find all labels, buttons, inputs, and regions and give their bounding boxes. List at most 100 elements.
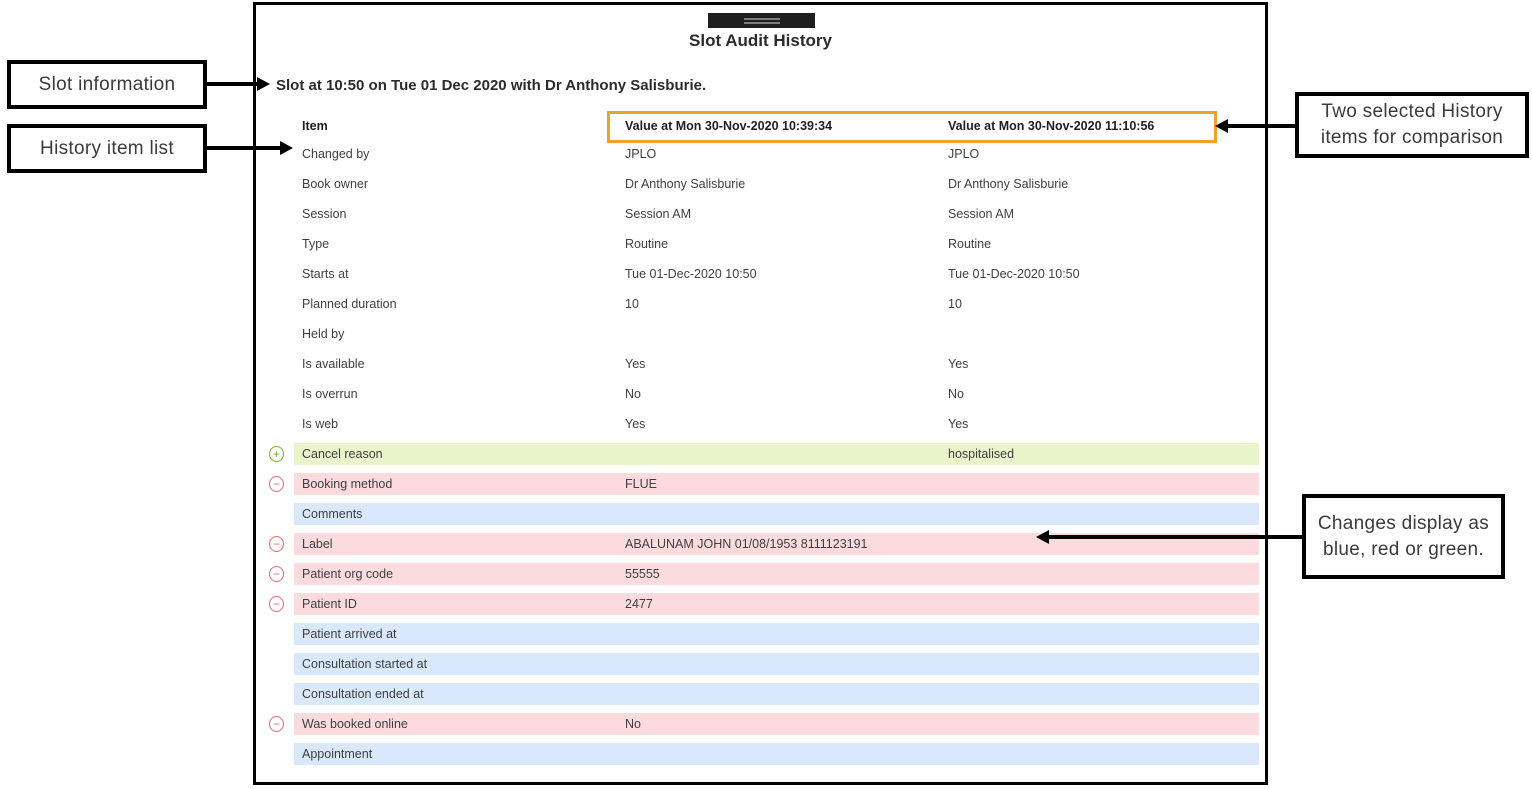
row-value-1: FLUE — [625, 477, 657, 491]
row-strip-none: Changed by JPLO JPLO — [294, 143, 1259, 165]
row-strip-none: Held by — [294, 323, 1259, 345]
row-value-1: 2477 — [625, 597, 653, 611]
row-item-label: Label — [302, 537, 333, 551]
callout-slot-information: Slot information — [7, 60, 207, 109]
column-header-item: Item — [302, 119, 328, 133]
row-value-2: Routine — [948, 237, 992, 251]
callout-changes: Changes display as blue, red or green. — [1302, 494, 1505, 579]
row-value-1: Session AM — [625, 207, 692, 221]
row-value-2: hospitalised — [948, 447, 1015, 461]
table-row: Starts at Tue 01-Dec-2020 10:50 Tue 01-Dec… — [256, 259, 1260, 289]
row-status-cell — [256, 319, 294, 349]
column-header-value-2[interactable]: Value at Mon 30-Nov-2020 11:10:56 — [948, 119, 1155, 133]
callout-history-item-list: History item list — [7, 124, 207, 173]
row-status-cell — [256, 679, 294, 709]
row-status-cell: − — [256, 559, 294, 589]
row-value-1: 10 — [625, 297, 639, 311]
row-status-cell — [256, 499, 294, 529]
row-item-label: Planned duration — [302, 297, 397, 311]
row-value-2: Dr Anthony Salisburie — [948, 177, 1069, 191]
table-row: + Cancel reason hospitalised — [256, 439, 1260, 469]
row-strip-removed: Was booked online No — [294, 713, 1259, 735]
row-value-2: Yes — [948, 417, 969, 431]
row-strip-removed: Booking method FLUE — [294, 473, 1259, 495]
callout-comparison-label: Two selected History items for compariso… — [1320, 101, 1504, 148]
row-value-1: No — [625, 387, 641, 401]
minus-circle-icon: − — [269, 536, 284, 552]
row-value-1: Yes — [625, 357, 646, 371]
table-row: − Patient org code 55555 — [256, 559, 1260, 589]
row-value-2: Session AM — [948, 207, 1015, 221]
table-row: − Was booked online No — [256, 709, 1260, 739]
slot-information-line: Slot at 10:50 on Tue 01 Dec 2020 with Dr… — [276, 77, 707, 94]
row-value-2: No — [948, 387, 964, 401]
row-strip-none: Is web Yes Yes — [294, 413, 1259, 435]
row-status-cell: + — [256, 439, 294, 469]
row-strip-changed: Patient arrived at — [294, 623, 1259, 645]
row-value-1: Tue 01-Dec-2020 10:50 — [625, 267, 757, 281]
row-strip-none: Is overrun No No — [294, 383, 1259, 405]
row-value-1: Yes — [625, 417, 646, 431]
row-strip-changed: Consultation started at — [294, 653, 1259, 675]
table-row: Comments — [256, 499, 1260, 529]
row-item-label: Session — [302, 207, 347, 221]
row-status-cell — [256, 199, 294, 229]
table-row: Consultation started at — [256, 649, 1260, 679]
row-item-label: Booking method — [302, 477, 393, 491]
row-item-label: Starts at — [302, 267, 349, 281]
table-row: − Booking method FLUE — [256, 469, 1260, 499]
row-value-1: 55555 — [625, 567, 660, 581]
callout-comparison: Two selected History items for compariso… — [1295, 92, 1529, 158]
row-strip-none: Book owner Dr Anthony Salisburie Dr Anthon… — [294, 173, 1259, 195]
row-item-label: Type — [302, 237, 330, 251]
row-status-cell: − — [256, 589, 294, 619]
table-row: Type Routine Routine — [256, 229, 1260, 259]
redacted-window-control — [708, 13, 815, 28]
row-strip-changed: Comments — [294, 503, 1259, 525]
row-item-label: Changed by — [302, 147, 370, 161]
row-value-1: JPLO — [625, 147, 657, 161]
row-value-2: JPLO — [948, 147, 980, 161]
row-item-label: Comments — [302, 507, 363, 521]
minus-circle-icon: − — [269, 566, 284, 582]
row-value-1: No — [625, 717, 641, 731]
page-title: Slot Audit History — [689, 31, 832, 50]
column-header-value-1[interactable]: Value at Mon 30-Nov-2020 10:39:34 — [625, 119, 833, 133]
row-strip-removed: Patient org code 55555 — [294, 563, 1259, 585]
row-status-cell: − — [256, 469, 294, 499]
row-status-cell — [256, 619, 294, 649]
row-strip-none: Session Session AM Session AM — [294, 203, 1259, 225]
minus-circle-icon: − — [269, 476, 284, 492]
row-strip-none: Type Routine Routine — [294, 233, 1259, 255]
row-value-2: 10 — [948, 297, 962, 311]
row-strip-removed: Label ABALUNAM JOHN 01/08/1953 8111123191 — [294, 533, 1259, 555]
row-status-cell: − — [256, 529, 294, 559]
row-strip-none: Starts at Tue 01-Dec-2020 10:50 Tue 01-Dec… — [294, 263, 1259, 285]
row-item-label: Is available — [302, 357, 365, 371]
row-item-label: Is overrun — [302, 387, 358, 401]
table-row: − Patient ID 2477 — [256, 589, 1260, 619]
table-row: Changed by JPLO JPLO — [256, 139, 1260, 169]
row-value-2: Tue 01-Dec-2020 10:50 — [948, 267, 1080, 281]
row-strip-removed: Patient ID 2477 — [294, 593, 1259, 615]
plus-circle-icon: + — [269, 446, 284, 462]
table-row: Planned duration 10 10 — [256, 289, 1260, 319]
row-item-label: Cancel reason — [302, 447, 383, 461]
row-status-cell — [256, 739, 294, 769]
table-row: Is web Yes Yes — [256, 409, 1260, 439]
table-row: Is available Yes Yes — [256, 349, 1260, 379]
row-status-cell — [256, 259, 294, 289]
row-status-cell — [256, 649, 294, 679]
row-status-cell — [256, 379, 294, 409]
minus-circle-icon: − — [269, 716, 284, 732]
callout-slot-information-label: Slot information — [38, 73, 176, 95]
row-item-label: Book owner — [302, 177, 369, 191]
slot-audit-panel: Slot Audit History Slot at 10:50 on Tue … — [253, 2, 1268, 785]
row-item-label: Patient ID — [302, 597, 357, 611]
callout-history-item-list-label: History item list — [40, 137, 174, 159]
row-strip-changed: Appointment — [294, 743, 1259, 765]
table-row: Session Session AM Session AM — [256, 199, 1260, 229]
table-row: − Label ABALUNAM JOHN 01/08/1953 811112319… — [256, 529, 1260, 559]
table-row: Is overrun No No — [256, 379, 1260, 409]
